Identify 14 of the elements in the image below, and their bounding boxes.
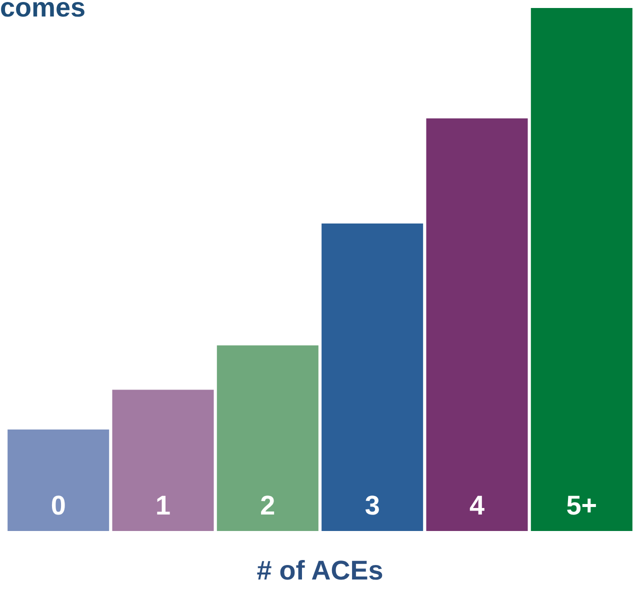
chart-title: comes — [0, 0, 86, 22]
x-tick-label: 3 — [364, 490, 380, 520]
x-tick-label: 4 — [469, 490, 485, 520]
bar — [112, 390, 214, 531]
x-axis-title: # of ACEs — [256, 556, 384, 586]
x-tick-label: 2 — [260, 490, 276, 520]
bar — [8, 430, 110, 531]
x-tick-label: 0 — [50, 490, 66, 520]
bar — [322, 223, 424, 531]
bar — [530, 8, 632, 531]
bar — [216, 345, 318, 531]
bar — [426, 118, 528, 531]
x-tick-label: 5+ — [566, 490, 598, 520]
x-tick-label: 1 — [155, 490, 171, 520]
